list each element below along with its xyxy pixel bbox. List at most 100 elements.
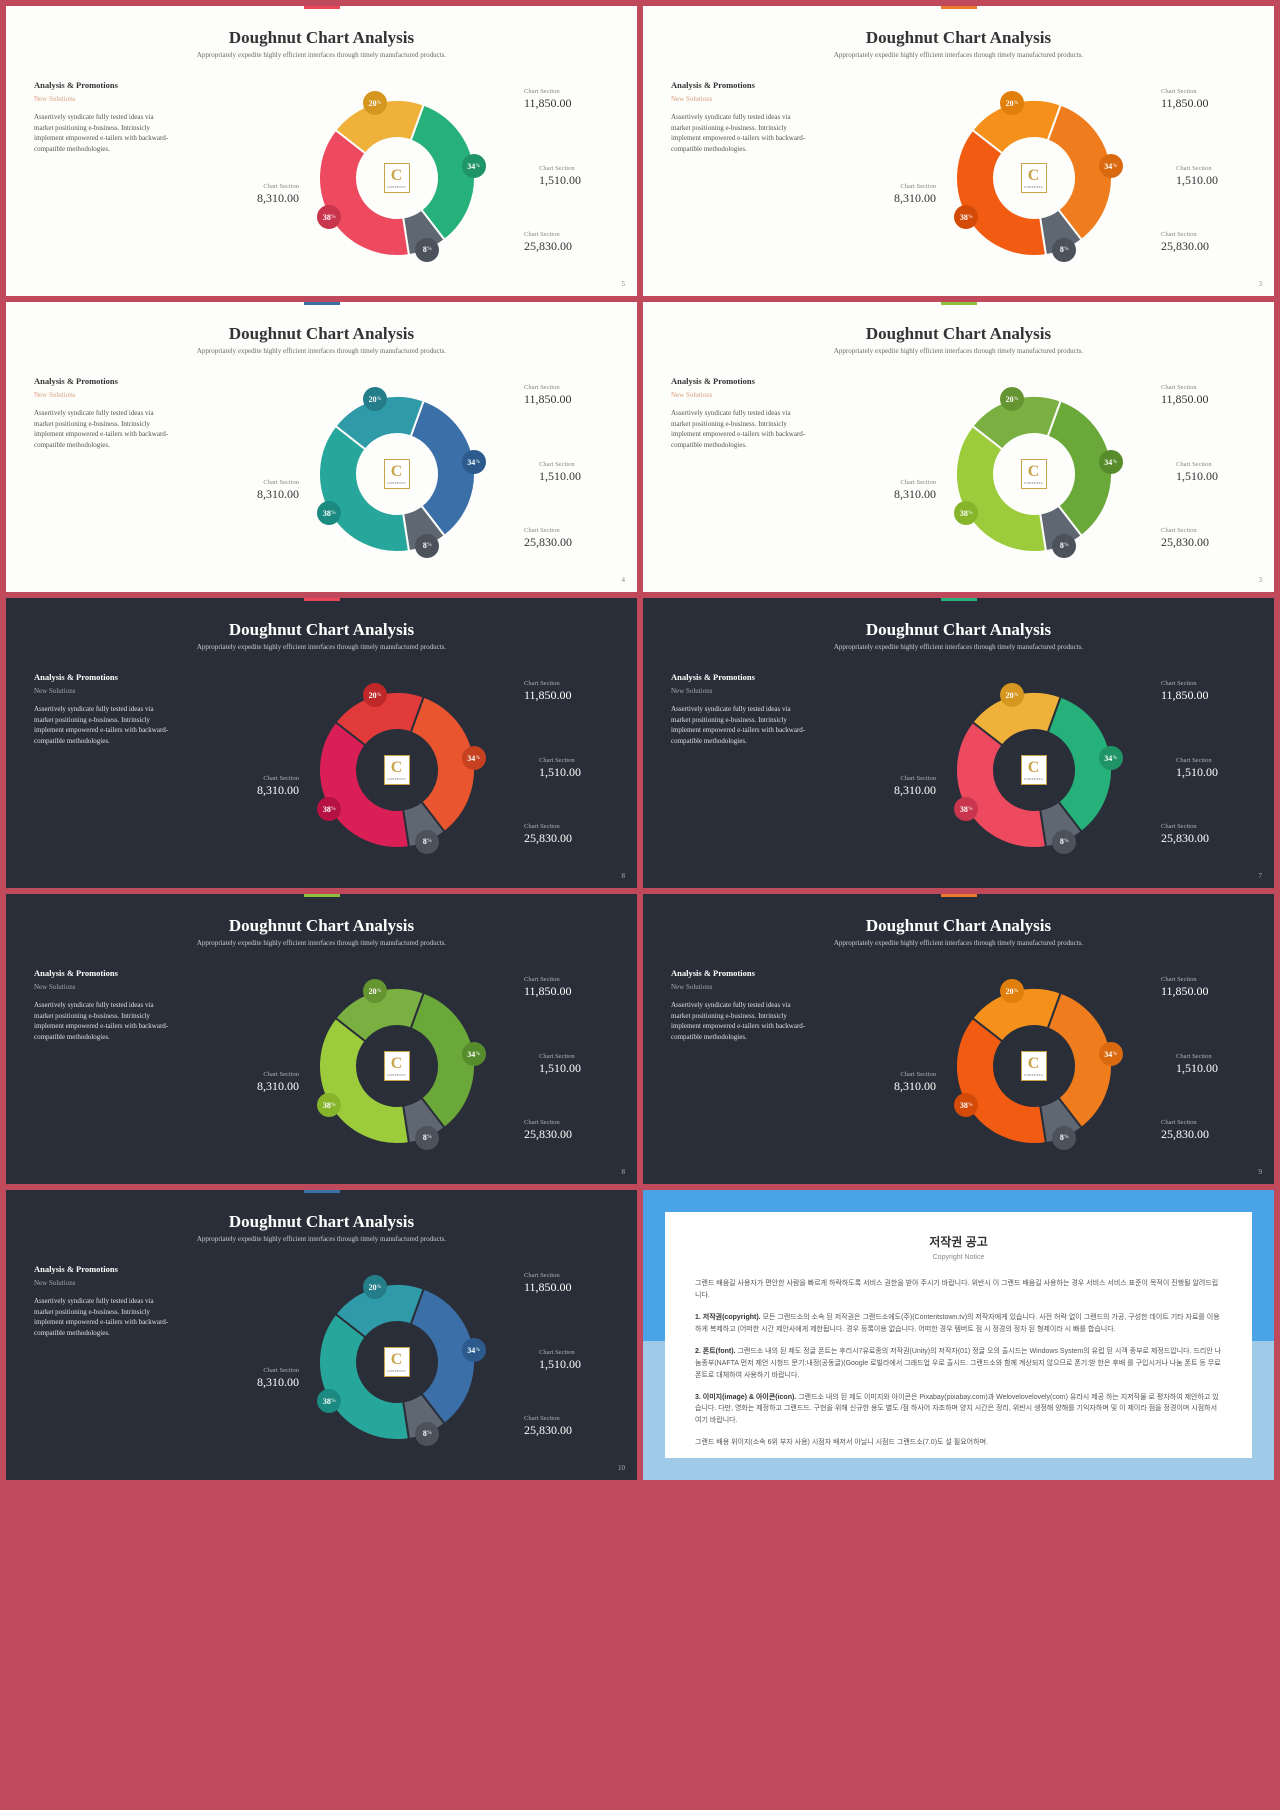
- pct-bubble-3: 20%: [363, 387, 387, 411]
- slide-6: Doughnut Chart Analysis Appropriately ex…: [6, 894, 637, 1184]
- callout-3: Chart Section 8,310.00: [257, 1071, 299, 1094]
- callout-1: Chart Section 1,510.00: [539, 757, 581, 780]
- chart-logo: C CONTENTS: [1021, 163, 1047, 193]
- chart-logo: C CONTENTS: [1021, 459, 1047, 489]
- callout-3: Chart Section 8,310.00: [894, 775, 936, 798]
- left-heading: Analysis & Promotions: [671, 375, 811, 388]
- slide-title: Doughnut Chart Analysis: [671, 916, 1246, 936]
- left-panel: Analysis & Promotions New Solutions Asse…: [34, 73, 174, 283]
- slide-subtitle: Appropriately expedite highly efficient …: [34, 939, 609, 947]
- callout-2: Chart Section 25,830.00: [524, 527, 572, 550]
- callout-0: Chart Section 11,850.00: [524, 1272, 572, 1295]
- callout-3: Chart Section 8,310.00: [894, 183, 936, 206]
- pct-bubble-0: 34%: [462, 1338, 486, 1362]
- slide-grid: Doughnut Chart Analysis Appropriately ex…: [6, 6, 1274, 1480]
- callout-3: Chart Section 8,310.00: [894, 1071, 936, 1094]
- callout-2: Chart Section 25,830.00: [1161, 231, 1209, 254]
- pct-bubble-1: 8%: [415, 534, 439, 558]
- callout-2: Chart Section 25,830.00: [524, 1415, 572, 1438]
- left-subheading: New Solutions: [671, 982, 811, 993]
- callout-3: Chart Section 8,310.00: [894, 479, 936, 502]
- slide-2: Doughnut Chart Analysis Appropriately ex…: [6, 302, 637, 592]
- pct-bubble-3: 20%: [1000, 979, 1024, 1003]
- chart-logo: C CONTENTS: [384, 755, 410, 785]
- slide-subtitle: Appropriately expedite highly efficient …: [34, 347, 609, 355]
- pct-bubble-3: 20%: [363, 1275, 387, 1299]
- doughnut-chart: C CONTENTS 34%8%38%20%: [934, 374, 1134, 574]
- left-paragraph: Assertively syndicate fully tested ideas…: [671, 112, 811, 154]
- callout-2: Chart Section 25,830.00: [1161, 823, 1209, 846]
- page-number: 5: [622, 280, 626, 288]
- left-paragraph: Assertively syndicate fully tested ideas…: [671, 1000, 811, 1042]
- left-paragraph: Assertively syndicate fully tested ideas…: [34, 408, 174, 450]
- page-number: 7: [1259, 872, 1263, 880]
- slide-8: Doughnut Chart Analysis Appropriately ex…: [6, 1190, 637, 1480]
- pct-bubble-0: 34%: [462, 154, 486, 178]
- slide-title: Doughnut Chart Analysis: [671, 28, 1246, 48]
- callout-0: Chart Section 11,850.00: [1161, 88, 1209, 111]
- pct-bubble-3: 20%: [363, 683, 387, 707]
- left-subheading: New Solutions: [671, 686, 811, 697]
- callout-0: Chart Section 11,850.00: [524, 680, 572, 703]
- chart-area: C CONTENTS 34%8%38%20% Chart Section 11,…: [821, 665, 1246, 875]
- slide-title: Doughnut Chart Analysis: [34, 324, 609, 344]
- chart-logo: C CONTENTS: [1021, 1051, 1047, 1081]
- callout-2: Chart Section 25,830.00: [524, 231, 572, 254]
- doughnut-chart: C CONTENTS 34%8%38%20%: [297, 374, 497, 574]
- copyright-outro: 그랜드 배용 위이지(소속 6위 부자 사용) 시점자 배저서 아닐니 시점드 …: [695, 1437, 1222, 1449]
- left-panel: Analysis & Promotions New Solutions Asse…: [34, 1257, 174, 1467]
- callout-1: Chart Section 1,510.00: [1176, 165, 1218, 188]
- chart-logo: C CONTENTS: [1021, 755, 1047, 785]
- chart-logo: C CONTENTS: [384, 1051, 410, 1081]
- left-panel: Analysis & Promotions New Solutions Asse…: [34, 665, 174, 875]
- left-panel: Analysis & Promotions New Solutions Asse…: [34, 369, 174, 579]
- copyright-p1: 1. 저작권(copyright). 모든 그랜드소의 소속 된 저작권은 그랜…: [695, 1312, 1222, 1336]
- callout-0: Chart Section 11,850.00: [524, 384, 572, 407]
- left-subheading: New Solutions: [34, 1278, 174, 1289]
- copyright-sub: Copyright Notice: [695, 1252, 1222, 1264]
- doughnut-chart: C CONTENTS 34%8%38%20%: [934, 78, 1134, 278]
- pct-bubble-3: 20%: [363, 91, 387, 115]
- pct-bubble-1: 8%: [1052, 1126, 1076, 1150]
- pct-bubble-1: 8%: [415, 1126, 439, 1150]
- left-panel: Analysis & Promotions New Solutions Asse…: [671, 961, 811, 1171]
- left-subheading: New Solutions: [671, 94, 811, 105]
- callout-0: Chart Section 11,850.00: [1161, 976, 1209, 999]
- left-subheading: New Solutions: [671, 390, 811, 401]
- slide-subtitle: Appropriately expedite highly efficient …: [34, 643, 609, 651]
- pct-bubble-1: 8%: [1052, 238, 1076, 262]
- left-paragraph: Assertively syndicate fully tested ideas…: [34, 1000, 174, 1042]
- left-subheading: New Solutions: [34, 390, 174, 401]
- copyright-p2: 2. 폰트(font). 그랜드소 내의 된 제도 정글 폰트는 후리시7유료종…: [695, 1346, 1222, 1382]
- left-heading: Analysis & Promotions: [671, 671, 811, 684]
- left-heading: Analysis & Promotions: [34, 967, 174, 980]
- doughnut-chart: C CONTENTS 34%8%38%20%: [297, 78, 497, 278]
- slide-4: Doughnut Chart Analysis Appropriately ex…: [6, 598, 637, 888]
- pct-bubble-1: 8%: [415, 1422, 439, 1446]
- slide-title: Doughnut Chart Analysis: [671, 620, 1246, 640]
- chart-area: C CONTENTS 34%8%38%20% Chart Section 11,…: [184, 73, 609, 283]
- callout-0: Chart Section 11,850.00: [524, 976, 572, 999]
- callout-1: Chart Section 1,510.00: [1176, 757, 1218, 780]
- pct-bubble-1: 8%: [415, 830, 439, 854]
- page-number: 9: [1259, 1168, 1263, 1176]
- slide-title: Doughnut Chart Analysis: [34, 28, 609, 48]
- callout-3: Chart Section 8,310.00: [257, 775, 299, 798]
- left-paragraph: Assertively syndicate fully tested ideas…: [671, 408, 811, 450]
- left-heading: Analysis & Promotions: [671, 967, 811, 980]
- slide-subtitle: Appropriately expedite highly efficient …: [34, 1235, 609, 1243]
- page-number: 10: [618, 1464, 625, 1472]
- callout-2: Chart Section 25,830.00: [1161, 527, 1209, 550]
- slide-title: Doughnut Chart Analysis: [671, 324, 1246, 344]
- left-heading: Analysis & Promotions: [34, 1263, 174, 1276]
- callout-3: Chart Section 8,310.00: [257, 479, 299, 502]
- slide-7: Doughnut Chart Analysis Appropriately ex…: [643, 894, 1274, 1184]
- callout-0: Chart Section 11,850.00: [1161, 680, 1209, 703]
- callout-1: Chart Section 1,510.00: [539, 1053, 581, 1076]
- page-number: 3: [1259, 280, 1263, 288]
- page-number: 3: [1259, 576, 1263, 584]
- chart-logo: C CONTENTS: [384, 1347, 410, 1377]
- left-panel: Analysis & Promotions New Solutions Asse…: [671, 73, 811, 283]
- doughnut-chart: C CONTENTS 34%8%38%20%: [297, 966, 497, 1166]
- pct-bubble-0: 34%: [462, 746, 486, 770]
